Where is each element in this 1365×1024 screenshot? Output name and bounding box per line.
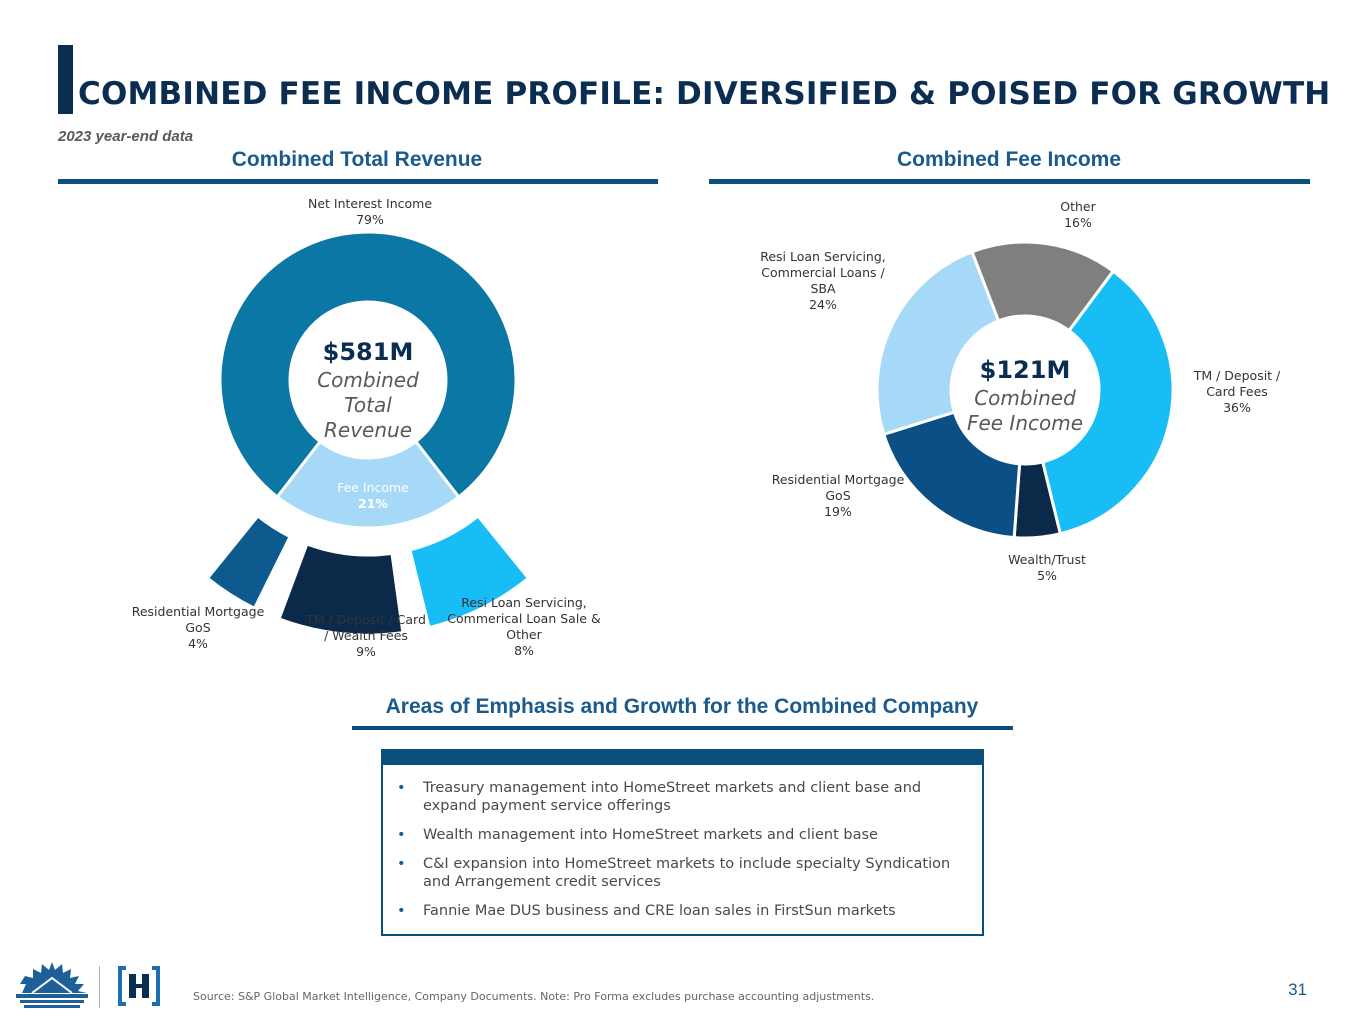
resi-servicing-label: Resi Loan Servicing, Commerical Loan Sal… <box>447 595 601 658</box>
bullet-marker: • <box>397 780 406 796</box>
homestreet-logo-icon <box>118 966 160 1006</box>
emphasis-box: • Treasury management into HomeStreet mar… <box>381 749 984 936</box>
fee-income-pct-label: 21% <box>358 496 388 511</box>
other-label: Other 16% <box>1060 199 1096 230</box>
emphasis-heading: Areas of Emphasis and Growth for the Com… <box>385 695 979 718</box>
emphasis-rule <box>352 726 1013 730</box>
emphasis-bullet: • C&I expansion into HomeStreet markets t… <box>397 855 967 891</box>
emphasis-bullet-list: • Treasury management into HomeStreet mar… <box>397 779 967 931</box>
resi-mortgage-label: Residential Mortgage GoS 19% <box>771 472 905 519</box>
tm-deposit-label: TM / Deposit / Card Fees 36% <box>1193 368 1281 415</box>
total-revenue-donut-chart <box>205 230 531 637</box>
right-heading-rule <box>709 179 1310 184</box>
right-center-label: Combined Fee Income <box>966 386 1084 435</box>
bullet-marker: • <box>397 827 406 843</box>
tm-wealth-label: TM / Deposit / Card / Wealth Fees 9% <box>306 612 426 659</box>
donut-slice-residential-mortgage-gos <box>881 410 1022 540</box>
left-center-amount: $581M <box>322 338 414 366</box>
nii-label: Net Interest Income 79% <box>307 196 433 227</box>
emphasis-box-header-bar <box>383 751 982 765</box>
fee-income-donut-chart <box>875 240 1175 540</box>
page-title: COMBINED FEE INCOME PROFILE: DIVERSIFIED… <box>78 76 1331 112</box>
breakdown-slice-resi-loan-servicing-commerical-loan-sale-other <box>408 513 531 630</box>
page-number: 31 <box>1288 980 1307 999</box>
donut-slice-tm-deposit-card-fees <box>1040 269 1175 536</box>
bullet-marker: • <box>397 856 406 872</box>
emphasis-bullet: • Wealth management into HomeStreet marke… <box>397 826 967 844</box>
emphasis-bullet: • Fannie Mae DUS business and CRE loan sa… <box>397 902 967 920</box>
page-subtitle: 2023 year-end data <box>58 128 194 145</box>
firstsun-logo-icon <box>16 962 88 1008</box>
bullet-text: C&I expansion into HomeStreet markets to… <box>423 856 951 890</box>
source-footnote: Source: S&P Global Market Intelligence, … <box>193 990 875 1003</box>
donut-slice-fee-income <box>275 439 461 530</box>
right-center-amount: $121M <box>979 356 1071 384</box>
donut-slice-net-interest-income <box>218 230 518 500</box>
donut-slice-resi-loan-servicing-commercial-loans-sba <box>875 249 1001 437</box>
breakdown-slice-tm-deposit-card-wealth-fees <box>277 542 405 637</box>
left-center-label: Combined Total Revenue <box>317 368 419 442</box>
bullet-text: Wealth management into HomeStreet market… <box>423 827 878 843</box>
logo-divider <box>99 966 100 1008</box>
right-chart-heading: Combined Fee Income <box>896 148 1122 171</box>
title-accent-bar <box>58 45 73 114</box>
bullet-text: Treasury management into HomeStreet mark… <box>423 780 922 814</box>
fee-income-name-label: Fee Income <box>337 480 409 495</box>
bullet-text: Fannie Mae DUS business and CRE loan sal… <box>423 903 896 919</box>
wealth-trust-label: Wealth/Trust 5% <box>1008 552 1086 583</box>
resi-servicing-sba-label: Resi Loan Servicing, Commercial Loans / … <box>760 249 886 312</box>
left-chart-heading: Combined Total Revenue <box>231 148 483 171</box>
bullet-marker: • <box>397 903 406 919</box>
resi-gos-label: Residential Mortgage GoS 4% <box>131 604 265 651</box>
emphasis-bullet: • Treasury management into HomeStreet mar… <box>397 779 967 815</box>
left-heading-rule <box>58 179 658 184</box>
breakdown-slice-residential-mortgage-gos <box>205 513 293 611</box>
